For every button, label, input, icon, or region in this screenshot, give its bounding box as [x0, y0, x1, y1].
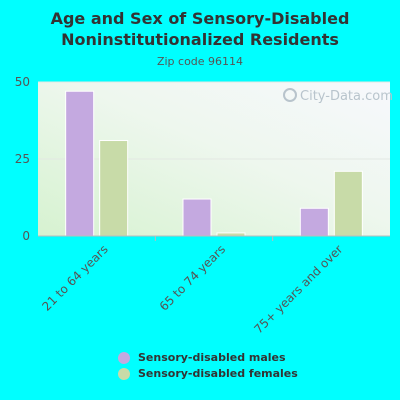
- legend: Sensory-disabled males Sensory-disabled …: [118, 350, 298, 382]
- legend-label-females: Sensory-disabled females: [138, 367, 298, 380]
- legend-swatch-males: [118, 351, 130, 364]
- y-tick-label: 0: [22, 229, 30, 243]
- bar-females: [333, 170, 363, 237]
- bar-males: [299, 207, 329, 237]
- chart-subtitle: Zip code 96114: [156, 55, 244, 68]
- legend-item-females: Sensory-disabled females: [118, 366, 298, 381]
- watermark-icon: [283, 88, 297, 102]
- x-tick-label: 75+ years and over: [251, 242, 345, 336]
- y-tick-label: 50: [15, 75, 30, 89]
- bar-females: [99, 140, 129, 237]
- legend-swatch-females: [118, 367, 130, 380]
- watermark-text: City-Data.com: [300, 89, 393, 104]
- x-tick-label: 65 to 74 years: [157, 242, 228, 313]
- legend-item-males: Sensory-disabled males: [118, 350, 298, 365]
- watermark: City-Data.com: [283, 88, 393, 104]
- x-tick-label: 21 to 64 years: [39, 242, 110, 313]
- legend-label-males: Sensory-disabled males: [138, 351, 286, 364]
- bar-males: [65, 90, 95, 237]
- y-tick-label: 25: [15, 152, 30, 166]
- chart-title: Age and Sex of Sensory-Disabled Noninsti…: [50, 9, 350, 49]
- bar-males: [182, 198, 212, 237]
